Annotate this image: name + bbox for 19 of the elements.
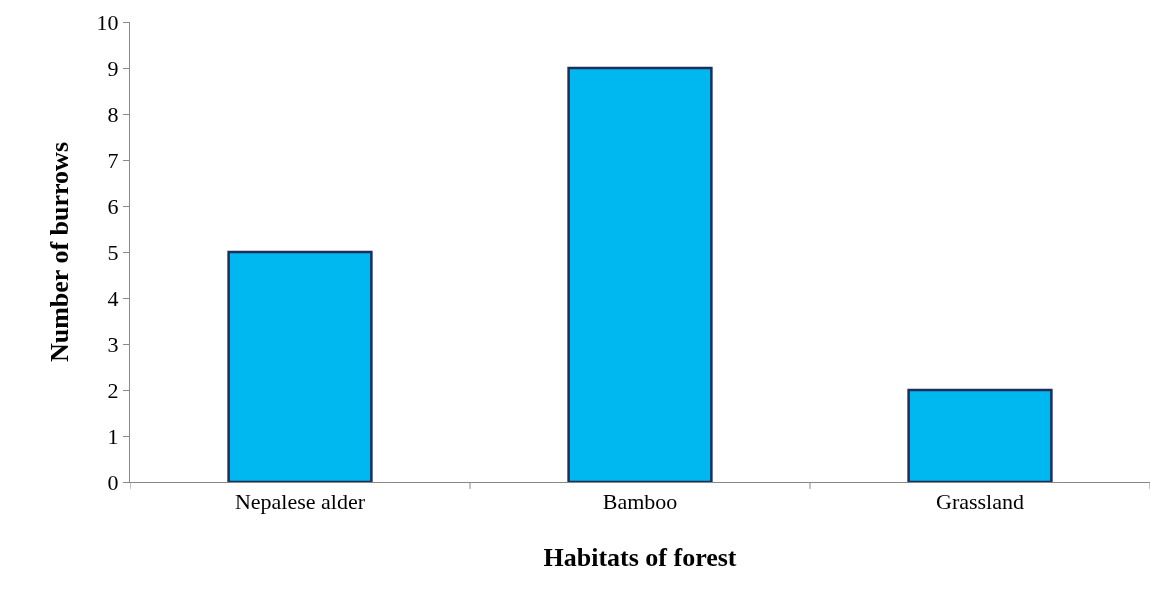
x-tick-label: Bamboo (602, 489, 678, 515)
y-tick-label: 2 (107, 377, 119, 403)
x-tick-label: Nepalese alder (234, 489, 366, 515)
y-tick-label: 1 (107, 423, 119, 449)
y-tick-label: 6 (107, 193, 119, 219)
y-axis-title: Number of burrows (45, 141, 74, 363)
y-tick-label: 3 (107, 331, 119, 357)
bar (227, 250, 373, 482)
bar (567, 66, 713, 482)
y-tick-label: 4 (107, 285, 119, 311)
x-axis-title: Habitats of forest (543, 543, 737, 573)
y-tick-label: 9 (107, 55, 119, 81)
y-tick-label: 7 (107, 147, 119, 173)
y-tick-label: 8 (107, 101, 119, 127)
y-tick-label: 5 (107, 239, 119, 265)
x-tick-label: Grassland (936, 489, 1024, 515)
bar (907, 388, 1053, 482)
y-tick-label: 10 (96, 9, 119, 35)
y-tick-label: 0 (107, 469, 119, 495)
